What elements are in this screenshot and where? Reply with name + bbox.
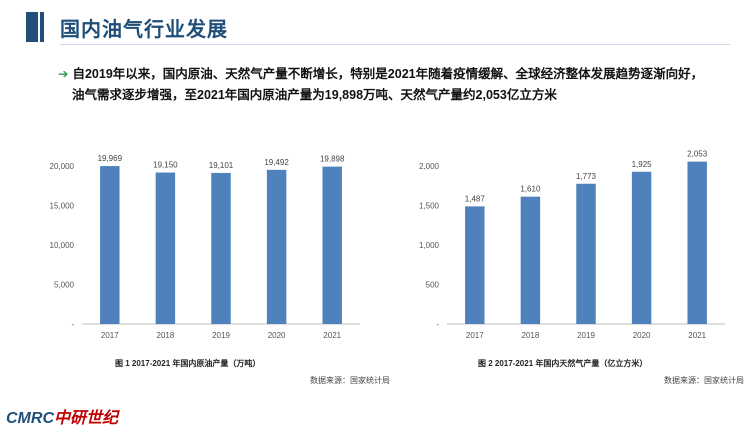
company-logo: CMRC中研世纪 [6, 404, 118, 428]
y-tick-label: 2,000 [419, 162, 440, 171]
x-tick-label: 2018 [157, 331, 175, 340]
bar [687, 161, 707, 324]
summary-text: ➔ 自2019年以来，国内原油、天然气产量不断增长，特别是2021年随着疫情缓解、… [58, 64, 748, 106]
bar [155, 172, 176, 324]
data-label: 1,610 [520, 185, 541, 194]
data-label: 2,053 [687, 150, 708, 159]
x-tick-label: 2019 [577, 331, 595, 340]
arrow-bullet-icon: ➔ [58, 67, 69, 81]
bar [322, 166, 342, 324]
x-tick-label: 2020 [268, 331, 286, 340]
chart2-caption: 图 2 2017-2021 年国内天然气产量（亿立方米） [478, 359, 648, 368]
y-tick-label: 500 [426, 280, 440, 289]
bar [100, 166, 120, 324]
x-tick-label: 2020 [633, 331, 651, 340]
data-label: 1,487 [465, 194, 486, 203]
chart1-caption: 图 1 2017-2021 年国内原油产量（万吨） [115, 359, 261, 368]
data-label: 19,150 [153, 161, 178, 170]
y-tick-label: 1,000 [419, 241, 440, 250]
chart1-source: 数据来源：国家统计局 [310, 376, 390, 385]
data-label: 1,925 [632, 160, 653, 169]
bar [266, 169, 287, 324]
bar [211, 172, 231, 324]
x-tick-label: 2018 [522, 331, 540, 340]
natural-gas-chart: - 500 1,000 1,500 2,000 1,487 2017 1,610 2018 1,7… [419, 150, 725, 340]
x-tick-label: 2017 [466, 331, 484, 340]
summary-line-2: 油气需求逐步增强，至2021年国内原油产量为19,898万吨、天然气产量约2,0… [72, 88, 557, 102]
data-label: 19,898 [320, 155, 345, 164]
y-tick-label: 20,000 [50, 162, 75, 171]
y-tick-label: - [436, 320, 439, 329]
title-accent-bar-thin [40, 12, 44, 42]
data-label: 1,773 [576, 172, 597, 181]
x-tick-label: 2021 [323, 331, 341, 340]
title-accent-bar [26, 12, 38, 42]
x-tick-label: 2017 [101, 331, 119, 340]
y-tick-label: 5,000 [54, 280, 75, 289]
bar [631, 171, 652, 324]
crude-oil-chart: - 5,000 10,000 15,000 20,000 19,969 2017 19,150… [50, 154, 360, 340]
bar [520, 196, 541, 324]
summary-line-1: 自2019年以来，国内原油、天然气产量不断增长，特别是2021年随着疫情缓解、全… [72, 67, 704, 81]
x-tick-label: 2019 [212, 331, 230, 340]
x-tick-label: 2021 [688, 331, 706, 340]
data-label: 19,101 [209, 161, 234, 170]
bar [576, 183, 596, 324]
bar [465, 206, 485, 324]
y-tick-label: 15,000 [50, 201, 75, 210]
title-divider [60, 44, 730, 45]
y-tick-label: 1,500 [419, 201, 440, 210]
y-tick-label: - [71, 320, 74, 329]
logo-latin: CMRC [6, 410, 54, 427]
data-label: 19,492 [264, 158, 289, 167]
chart2-source: 数据来源：国家统计局 [664, 376, 744, 385]
data-label: 19,969 [98, 154, 123, 163]
logo-cn: 中研世纪 [54, 410, 119, 427]
page-title: 国内油气行业发展 [60, 19, 228, 41]
y-tick-label: 10,000 [50, 241, 75, 250]
